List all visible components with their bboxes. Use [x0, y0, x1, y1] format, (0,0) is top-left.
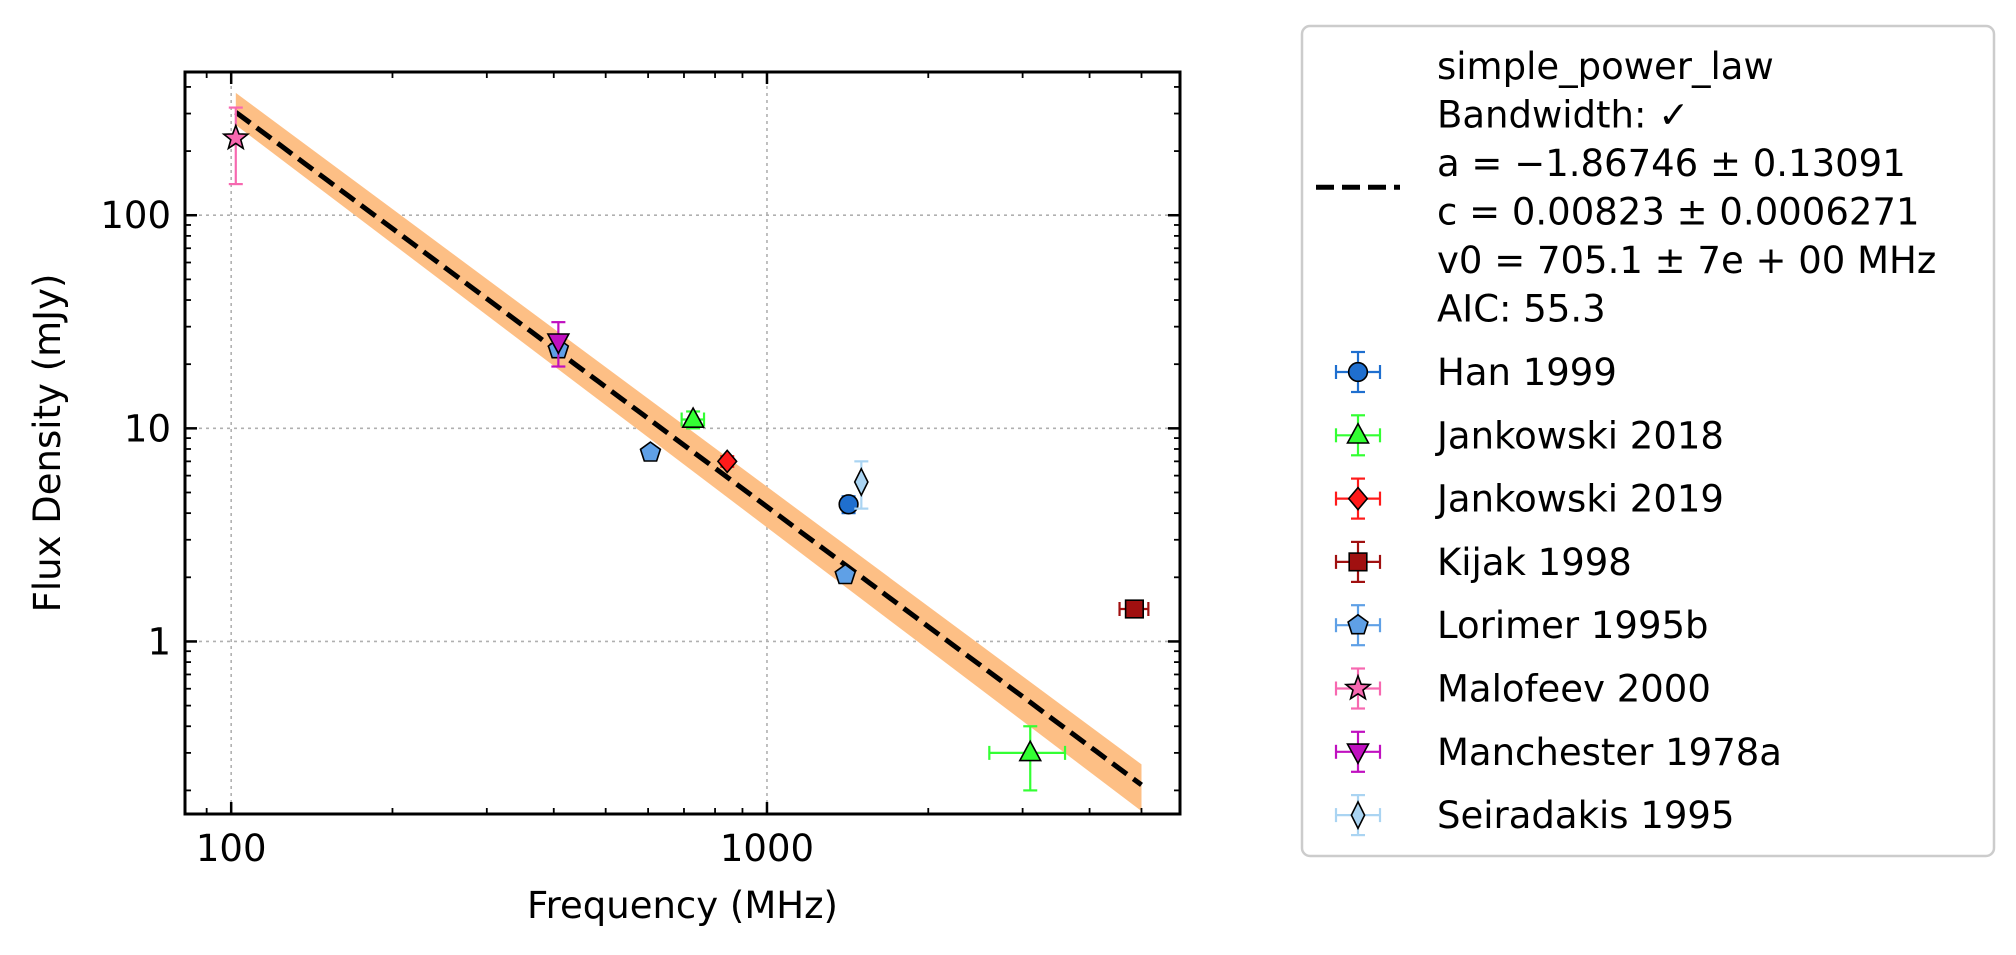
y-tick-label: 10: [124, 407, 171, 450]
data-point: [853, 467, 869, 497]
data-point: [546, 333, 571, 355]
legend-label: Malofeev 2000: [1437, 668, 1711, 711]
ticks: 100 1000 1 10 100: [100, 72, 1180, 870]
y-tick-label: 1: [147, 620, 171, 663]
legend-entry: Han 1999: [1334, 350, 1617, 394]
fit-layer: [234, 92, 1143, 812]
legend-label: Kijak 1998: [1437, 541, 1632, 584]
legend-entry: Jankowski 2019: [1334, 477, 1724, 521]
legend-fit-label-line: a = −1.86746 ± 0.13091: [1437, 142, 1906, 185]
legend-entry: Malofeev 2000: [1334, 667, 1711, 711]
legend-label: Lorimer 1995b: [1437, 604, 1709, 647]
legend-marker: [1350, 800, 1366, 831]
data-point: [1018, 739, 1043, 762]
x-tick-label: 1000: [720, 827, 814, 870]
legend-entry: Kijak 1998: [1334, 540, 1632, 584]
legend-label: Jankowski 2019: [1435, 478, 1724, 521]
legend-marker: [1347, 486, 1369, 511]
legend-entry: Manchester 1978a: [1334, 730, 1782, 774]
data-point: [834, 563, 857, 585]
legend-marker: [1343, 673, 1373, 701]
fit-line: [234, 110, 1143, 787]
series-kijak-1998: [1118, 599, 1150, 619]
legend-fit-label-line: Bandwidth: ✓: [1437, 94, 1689, 137]
fit-uncertainty-band: [235, 92, 1142, 812]
legend-marker: [1348, 552, 1368, 572]
legend-fit-label-line: AIC: 55.3: [1437, 288, 1606, 331]
series-han-1999: [838, 494, 859, 515]
y-axis-label: Flux Density (mJy): [26, 274, 69, 613]
data-layer: [221, 106, 1150, 792]
series-seiradakis-1995: [853, 460, 869, 510]
x-axis-label: Frequency (MHz): [527, 884, 838, 927]
series-jankowski-2018: [680, 406, 1067, 792]
legend-box: [1300, 24, 1996, 858]
legend-label: Manchester 1978a: [1437, 731, 1782, 774]
y-tick-label: 100: [100, 194, 171, 237]
legend-fit-label-line: simple_power_law: [1437, 45, 1774, 88]
legend-fit-label-line: v0 = 705.1 ± 7e + 00 MHz: [1437, 239, 1936, 282]
data-point: [639, 441, 662, 462]
legend-marker: [1346, 743, 1370, 765]
data-point: [838, 494, 859, 515]
legend-entry: Lorimer 1995b: [1334, 604, 1709, 647]
legend-entry: Jankowski 2018: [1334, 414, 1724, 457]
plot-frame: [183, 70, 1182, 816]
legend-label: Seiradakis 1995: [1437, 794, 1734, 837]
legend-marker: [1347, 613, 1369, 635]
legend-entry: Seiradakis 1995: [1334, 793, 1734, 837]
series-jankowski-2019: [716, 449, 738, 474]
legend-fit-label-line: c = 0.00823 ± 0.0006271: [1437, 191, 1919, 234]
data-point: [1124, 599, 1144, 619]
series-manchester-1978a: [546, 321, 571, 368]
legend-label: Jankowski 2018: [1435, 414, 1724, 457]
data-point: [716, 449, 738, 474]
series-malofeev-2000: [221, 106, 250, 186]
legend: simple_power_law Bandwidth: ✓ a = −1.86746…: [1300, 24, 1996, 858]
legend-marker: [1346, 422, 1370, 444]
data-point: [681, 406, 705, 429]
x-tick-label: 100: [196, 827, 267, 870]
legend-label: Han 1999: [1437, 351, 1617, 394]
data-point: [221, 123, 250, 151]
legend-marker: [1347, 361, 1369, 383]
